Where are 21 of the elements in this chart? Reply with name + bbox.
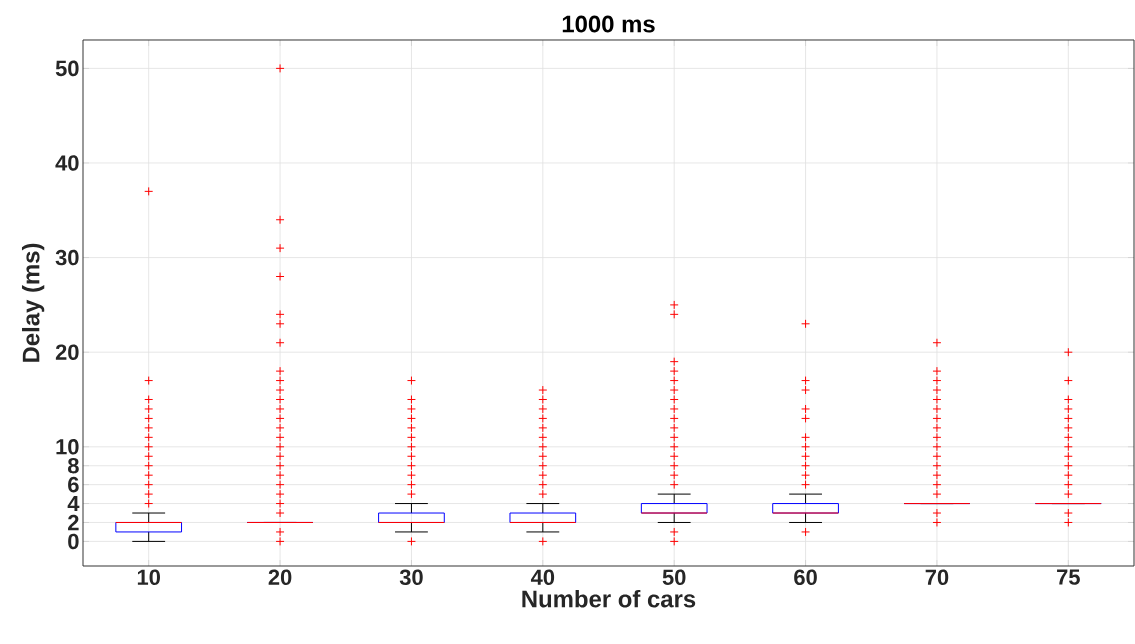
x-tick-label: 40 (530, 569, 555, 586)
y-tick-label: 30 (55, 249, 79, 266)
y-axis-title: Delay (ms) (21, 243, 45, 362)
x-tick-label: 75 (1057, 569, 1080, 585)
y-tick-label: 2 (68, 514, 79, 531)
x-tick-label: 20 (268, 569, 292, 586)
x-tick-label: 10 (137, 569, 160, 586)
x-tick-label: 30 (399, 569, 423, 586)
y-tick-label: 8 (67, 457, 79, 474)
y-tick-label: 0 (68, 533, 79, 550)
y-tick-label: 4 (67, 496, 80, 512)
y-tick-label: 50 (55, 60, 79, 77)
y-tick-label: 6 (68, 476, 79, 493)
x-tick-label: 50 (662, 569, 686, 586)
y-tick-label: 40 (55, 155, 79, 171)
chart-title: 1000 ms (562, 15, 655, 33)
x-axis-title: Number of cars (522, 589, 696, 608)
x-tick-label: 60 (794, 569, 817, 586)
y-tick-label: 20 (55, 344, 79, 360)
x-tick-label: 70 (925, 569, 949, 586)
y-tick-label: 10 (56, 439, 79, 455)
